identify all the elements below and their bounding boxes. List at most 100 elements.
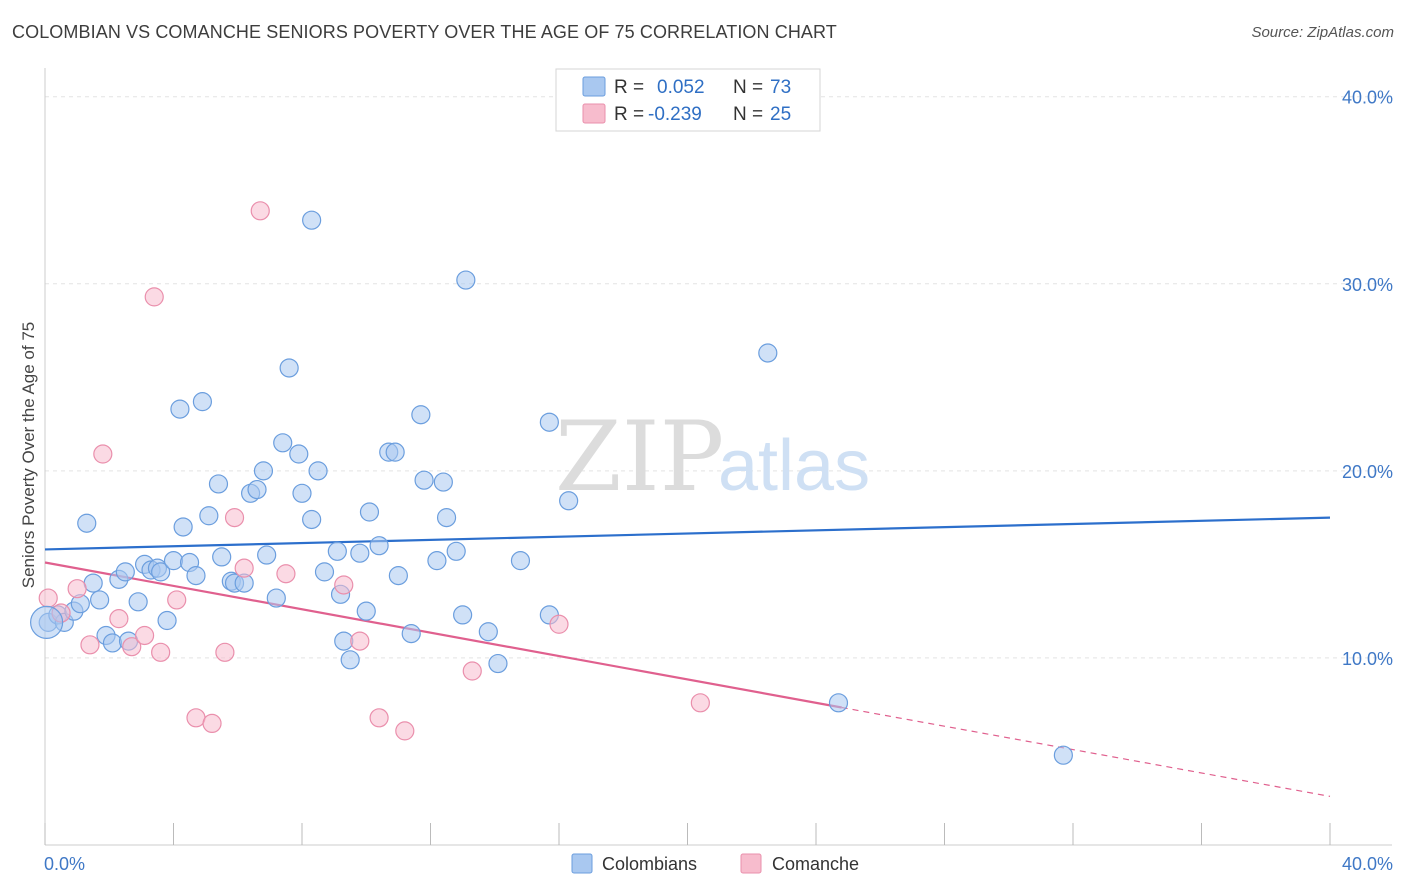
colombians-point <box>359 502 380 522</box>
comanche-point <box>690 693 710 713</box>
y-tick-label: 20.0% <box>1342 462 1393 482</box>
tick-labels: 10.0% 20.0% 30.0% 40.0% 0.0% 40.0% <box>44 88 1393 874</box>
comanche-point <box>144 287 164 307</box>
colombians-point <box>173 517 193 537</box>
comanche-point <box>38 588 58 608</box>
colombians-point <box>539 412 559 432</box>
comanche-point <box>250 201 270 221</box>
x-tick-label: 40.0% <box>1342 854 1393 874</box>
colombians-point <box>273 433 293 453</box>
bottom-legend-colombians: Colombians <box>602 854 697 874</box>
bottom-legend-swatch-colombians <box>571 853 593 874</box>
legend-r-label-2: R = <box>614 104 644 125</box>
comanche-point <box>80 635 100 655</box>
comanche-point <box>134 625 155 646</box>
colombians-point <box>90 590 110 610</box>
legend-r-label-1: R = <box>614 77 644 98</box>
axes <box>44 68 1392 846</box>
colombians-point <box>456 270 476 290</box>
comanche-point <box>109 609 129 629</box>
legend-n-value-2: 25 <box>770 104 791 125</box>
colombians-point <box>340 650 360 670</box>
comanche-point <box>93 444 113 464</box>
colombians-point <box>427 551 447 571</box>
colombians-point <box>559 491 579 511</box>
colombians-point <box>253 461 274 481</box>
comanche-point <box>369 708 389 728</box>
legend-n-label-2: N = <box>733 104 763 125</box>
comanche-point <box>276 564 296 584</box>
comanche-point <box>395 721 415 741</box>
y-tick-label: 10.0% <box>1342 649 1393 669</box>
y-axis-label: Seniors Poverty Over the Age of 75 <box>19 322 38 588</box>
colombians-point <box>208 474 229 494</box>
colombians-point <box>385 442 405 462</box>
comanche-point <box>549 614 569 634</box>
colombians-point <box>302 509 322 530</box>
colombians-point <box>115 562 135 582</box>
colombians-point <box>192 392 213 412</box>
colombians-point <box>292 483 312 503</box>
colombians-point <box>186 566 206 586</box>
bottom-legend-swatch-comanche <box>740 853 762 874</box>
colombians-point <box>828 693 849 713</box>
colombians-point <box>199 506 219 526</box>
colombians-point <box>83 573 103 593</box>
comanche-point <box>122 637 142 657</box>
comanche-point <box>224 508 245 528</box>
colombians-trend-line <box>44 516 1331 551</box>
colombians-point <box>414 470 434 490</box>
colombians-point <box>350 543 370 563</box>
comanche-trend-extension <box>841 706 1331 797</box>
trend-lines <box>44 516 1331 797</box>
colombians-point <box>369 536 389 556</box>
watermark: ZIP atlas <box>555 401 870 513</box>
comanche-point <box>67 579 87 599</box>
colombians-point <box>170 399 190 419</box>
colombians-point <box>128 592 148 612</box>
comanche-trend-line <box>44 561 842 709</box>
comanche-point <box>234 558 254 578</box>
colombians-point <box>478 622 498 642</box>
y-tick-label: 30.0% <box>1342 275 1393 295</box>
comanche-point <box>462 661 482 681</box>
watermark-atlas: atlas <box>718 426 870 506</box>
watermark-zip: ZIP <box>555 401 724 513</box>
source-label: Source: ZipAtlas.com <box>1251 24 1394 41</box>
colombians-point <box>510 551 531 571</box>
legend-r-value-2: -0.239 <box>648 104 702 125</box>
colombians-point <box>436 508 457 528</box>
colombians-point <box>77 513 97 533</box>
legend-n-label-1: N = <box>733 77 763 98</box>
colombians-point <box>388 566 408 586</box>
colombians-point <box>247 479 267 500</box>
colombians-point <box>102 633 123 653</box>
colombians-point <box>257 545 277 565</box>
comanche-point <box>350 631 370 651</box>
colombians-point <box>758 343 778 363</box>
colombians-point <box>151 562 171 582</box>
colombians-point <box>327 541 347 561</box>
colombians-point <box>314 562 335 582</box>
colombians-point <box>308 461 328 481</box>
y-tick-label: 40.0% <box>1342 88 1393 108</box>
colombians-point <box>279 358 299 378</box>
colombians-point <box>157 610 177 631</box>
colombians-point <box>453 605 473 625</box>
comanche-point <box>215 642 235 662</box>
legend-swatch-comanche <box>582 103 606 124</box>
legend-r-value-1: 0.052 <box>657 77 705 98</box>
colombians-point <box>433 472 453 492</box>
chart-title: COLOMBIAN VS COMANCHE SENIORS POVERTY OV… <box>12 22 837 42</box>
colombians-point <box>1053 745 1073 765</box>
legend: R = 0.052 N = 73 R = -0.239 N = 25 <box>555 68 821 132</box>
comanche-point <box>167 590 187 610</box>
colombians-point <box>446 541 466 561</box>
bottom-legend-comanche: Comanche <box>772 854 859 874</box>
colombians-point <box>163 551 184 571</box>
legend-swatch-colombians <box>582 76 606 97</box>
data-points <box>30 201 1073 765</box>
colombians-point <box>302 210 322 230</box>
colombians-point <box>401 624 421 644</box>
comanche-point <box>186 708 206 728</box>
